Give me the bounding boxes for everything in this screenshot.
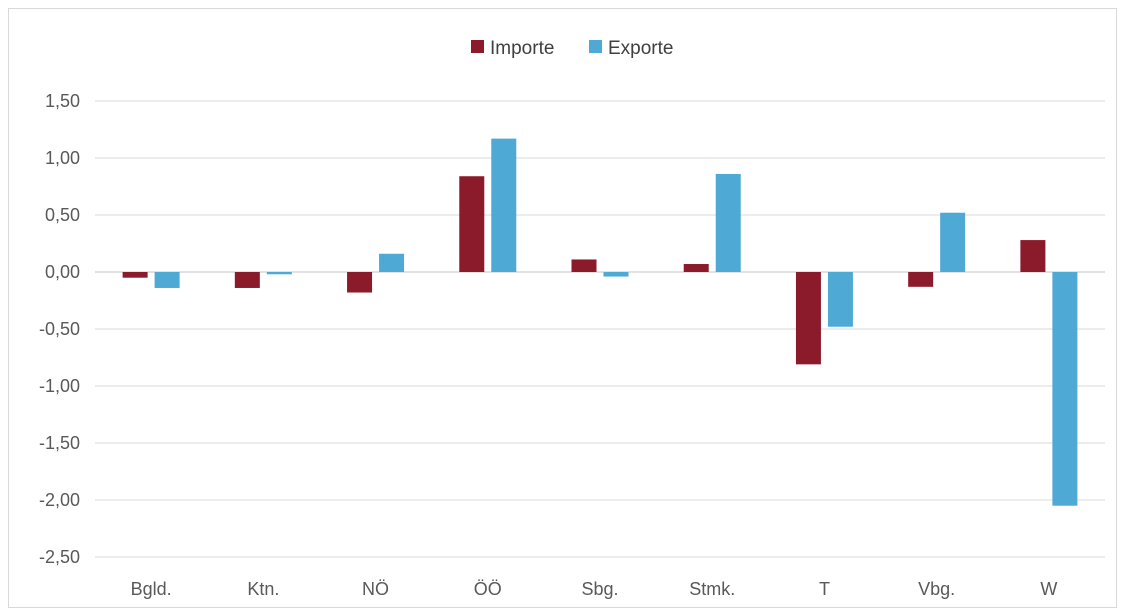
bar-exporte-8 bbox=[1052, 272, 1078, 506]
y-tick-label: -1,50 bbox=[39, 433, 80, 453]
bar-importe-0 bbox=[122, 272, 148, 278]
x-tick-label: Ktn. bbox=[247, 579, 279, 599]
y-axis-tick-labels: 1,50 1,00 0,50 0,00 -0,50 -1,00 -1,50 -2,00 -2,5… bbox=[39, 91, 80, 567]
y-tick-label: -1,00 bbox=[39, 376, 80, 396]
y-tick-label: -2,50 bbox=[39, 547, 80, 567]
x-axis-tick-labels: Bgld. Ktn. NÖ ÖÖ Sbg. Stmk. T Vbg. W bbox=[131, 579, 1058, 599]
y-tick-label: 0,00 bbox=[45, 262, 80, 282]
bar-importe-4 bbox=[571, 259, 597, 272]
bar-exporte-3 bbox=[491, 138, 517, 272]
bars bbox=[122, 138, 1078, 506]
x-tick-label: W bbox=[1040, 579, 1057, 599]
legend-swatch-importe bbox=[471, 40, 484, 53]
legend-label-importe: Importe bbox=[490, 38, 554, 59]
y-tick-label: 1,00 bbox=[45, 148, 80, 168]
x-tick-label: Bgld. bbox=[131, 579, 172, 599]
x-tick-label: ÖÖ bbox=[474, 579, 502, 599]
x-tick-label: Stmk. bbox=[689, 579, 735, 599]
legend-swatch-exporte bbox=[589, 40, 602, 53]
bar-importe-6 bbox=[795, 272, 821, 365]
bar-importe-8 bbox=[1020, 240, 1046, 272]
bar-importe-2 bbox=[347, 272, 373, 293]
y-tick-label: 1,50 bbox=[45, 91, 80, 111]
x-tick-label: NÖ bbox=[362, 579, 389, 599]
bar-importe-7 bbox=[908, 272, 934, 287]
legend: Importe Exporte bbox=[471, 38, 673, 59]
bar-exporte-6 bbox=[827, 272, 853, 327]
bar-importe-5 bbox=[683, 264, 709, 272]
y-tick-label: -0,50 bbox=[39, 319, 80, 339]
x-tick-label: Sbg. bbox=[581, 579, 618, 599]
x-tick-label: T bbox=[819, 579, 830, 599]
y-tick-label: 0,50 bbox=[45, 205, 80, 225]
bar-exporte-4 bbox=[603, 272, 629, 277]
bar-exporte-5 bbox=[715, 173, 741, 272]
x-tick-label: Vbg. bbox=[918, 579, 955, 599]
gridlines bbox=[95, 100, 1105, 558]
chart-frame bbox=[8, 8, 1117, 608]
legend-label-exporte: Exporte bbox=[608, 38, 673, 59]
bar-importe-1 bbox=[234, 272, 260, 288]
bar-exporte-1 bbox=[266, 272, 292, 275]
bar-exporte-2 bbox=[379, 253, 405, 272]
y-tick-label: -2,00 bbox=[39, 490, 80, 510]
bar-importe-3 bbox=[459, 176, 485, 272]
bar-exporte-0 bbox=[154, 272, 180, 288]
bar-exporte-7 bbox=[940, 212, 966, 272]
